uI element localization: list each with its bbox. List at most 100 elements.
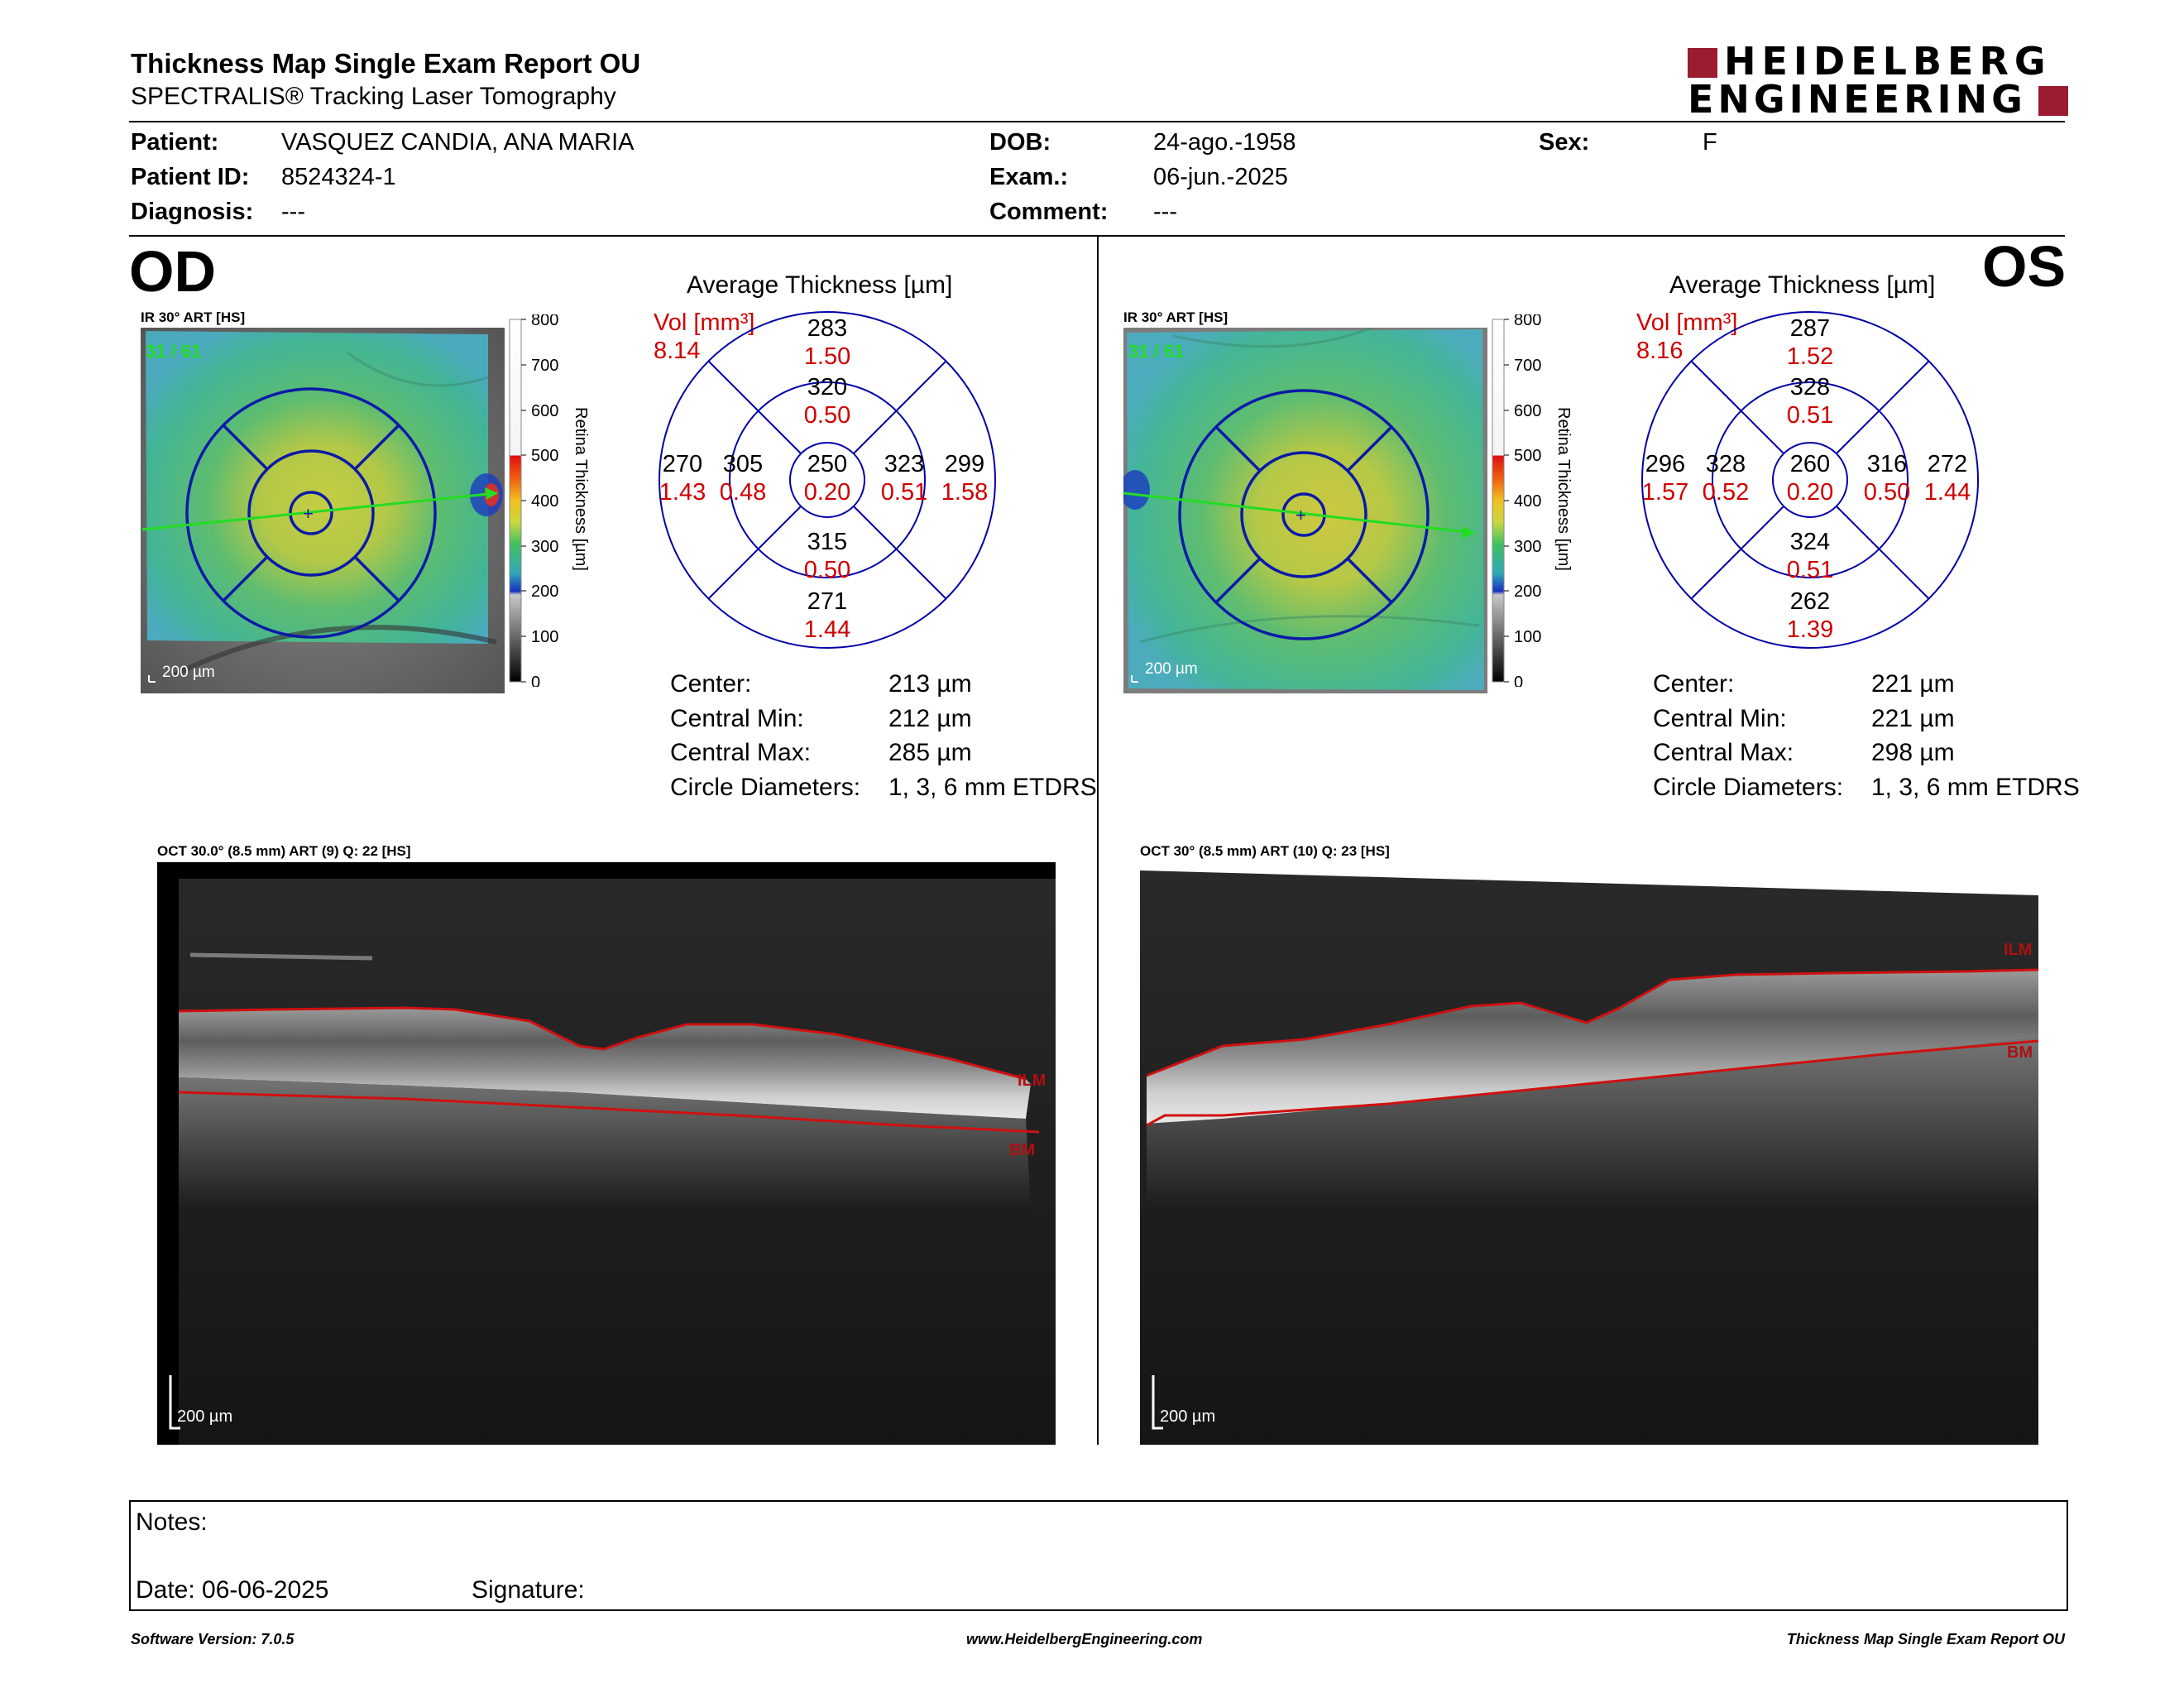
signature-label: Signature:: [472, 1576, 585, 1604]
os-oct-scan[interactable]: ILM BM 200 µm: [1140, 862, 2039, 1445]
patient-id: 8524324-1: [281, 164, 396, 190]
od-inner-sup-thickness: 320: [807, 374, 847, 400]
os-outer-sup-volume: 1.52: [1787, 343, 1833, 370]
od-stat-max-value: 285 µm: [888, 739, 972, 766]
scale-tick-500: 500: [531, 447, 558, 465]
od-outer-right-thickness: 299: [945, 451, 984, 477]
od-vol-value: 8.14: [654, 338, 701, 364]
os-oct-title: OCT 30° (8.5 mm) ART (10) Q: 23 [HS]: [1140, 843, 1390, 859]
scale-tick-0: 0: [531, 674, 540, 687]
os-outer-inf-volume: 1.39: [1787, 616, 1833, 643]
os-inner-inf-thickness: 324: [1790, 529, 1830, 555]
scale-tick-700: 700: [531, 357, 558, 375]
os-inner-right-volume: 0.50: [1864, 479, 1910, 506]
scale-tick-800: 800: [531, 314, 558, 329]
os-inner-left-thickness: 328: [1706, 451, 1746, 477]
os-fundus-title: IR 30° ART [HS]: [1123, 309, 1228, 325]
os-inner-right-thickness: 316: [1867, 451, 1907, 477]
report-title: Thickness Map Single Exam Report OU: [131, 48, 641, 79]
scale-tick-400: 400: [531, 492, 558, 511]
diagnosis-label: Diagnosis:: [131, 199, 254, 225]
od-frame-counter: 31 / 61: [146, 341, 201, 362]
os-inner-sup-volume: 0.51: [1787, 402, 1833, 429]
footer-report-name: Thickness Map Single Exam Report OU: [1786, 1631, 2065, 1647]
website-link[interactable]: www.HeidelbergEngineering.com: [966, 1631, 1203, 1647]
od-eye-label: OD: [129, 239, 216, 304]
od-inner-inf-thickness: 315: [807, 529, 847, 555]
od-fundus-title: IR 30° ART [HS]: [141, 309, 246, 325]
dob-value: 24-ago.-1958: [1153, 129, 1296, 156]
os-outer-right-thickness: 272: [1928, 451, 1967, 477]
od-outer-right-volume: 1.58: [941, 479, 988, 506]
os-stat-max-value: 298 µm: [1871, 739, 1955, 766]
scale-tick-100: 100: [531, 628, 558, 646]
od-outer-inf-thickness: 271: [807, 588, 847, 615]
od-avg-title: Average Thickness [µm]: [687, 271, 953, 299]
notes-label: Notes:: [136, 1508, 208, 1536]
os-stat-max-label: Central Max:: [1653, 739, 1794, 766]
od-inner-left-thickness: 305: [723, 451, 763, 477]
os-stat-min-label: Central Min:: [1653, 705, 1787, 732]
os-bm-label: BM: [2007, 1043, 2033, 1062]
scale-tick-600: 600: [531, 402, 558, 420]
od-oct-scan[interactable]: ILM BM 200 µm: [157, 862, 1056, 1445]
od-center-thickness: 250: [807, 451, 847, 477]
od-center-volume: 0.20: [804, 479, 850, 506]
comment-value: ---: [1153, 199, 1177, 225]
od-stat-min-value: 212 µm: [888, 705, 972, 732]
scale-tick-200: 200: [531, 583, 558, 601]
od-outer-sup-volume: 1.50: [804, 343, 850, 370]
os-stat-center-label: Center:: [1653, 670, 1735, 698]
od-bm-label: BM: [1009, 1141, 1035, 1159]
sex-value: F: [1703, 129, 1717, 156]
sex-label: Sex:: [1539, 129, 1590, 156]
comment-label: Comment:: [989, 199, 1109, 225]
dob-label: DOB:: [989, 129, 1051, 156]
patient-label: Patient:: [131, 129, 219, 156]
patient-id-label: Patient ID:: [131, 164, 250, 190]
os-stat-diam-value: 1, 3, 6 mm ETDRS: [1871, 774, 2080, 801]
notes-box[interactable]: Notes: Date: 06-06-2025 Signature:: [129, 1500, 2068, 1611]
scale-tick-300: 300: [1514, 538, 1541, 556]
header-rule: [129, 121, 2065, 122]
os-fundus-image[interactable]: + 31 / 61 200 µm: [1120, 326, 1487, 693]
os-outer-right-volume: 1.44: [1924, 479, 1971, 506]
os-etdrs-chart: 287 1.52 328 0.51 260 0.20 296 1.57 328 …: [1636, 306, 1984, 654]
od-inner-sup-volume: 0.50: [804, 402, 850, 429]
scale-tick-0: 0: [1514, 674, 1523, 687]
os-center-thickness: 260: [1790, 451, 1830, 477]
od-vol-label: Vol [mm³]: [654, 309, 755, 336]
logo-square-icon: [1688, 48, 1717, 78]
os-outer-left-thickness: 296: [1645, 451, 1685, 477]
heidelberg-logo: HEIDELBERG ENGINEERING: [1688, 40, 2068, 121]
od-stat-diam-value: 1, 3, 6 mm ETDRS: [888, 774, 1097, 801]
od-inner-right-thickness: 323: [884, 451, 924, 477]
scale-tick-300: 300: [531, 538, 558, 556]
os-center-volume: 0.20: [1787, 479, 1833, 506]
patient-rule: [129, 235, 2065, 237]
os-inner-sup-thickness: 328: [1790, 374, 1830, 400]
exam-label: Exam.:: [989, 164, 1069, 190]
svg-text:+: +: [1296, 505, 1306, 525]
os-inner-inf-volume: 0.51: [1787, 557, 1833, 583]
od-inner-left-volume: 0.48: [720, 479, 766, 506]
scale-tick-400: 400: [1514, 492, 1541, 511]
os-ilm-label: ILM: [2004, 941, 2032, 959]
os-eye-label: OS: [1982, 234, 2067, 299]
od-ilm-label: ILM: [1018, 1072, 1046, 1090]
od-stat-max-label: Central Max:: [670, 739, 812, 766]
patient-name: VASQUEZ CANDIA, ANA MARIA: [281, 129, 635, 156]
os-vol-value: 8.16: [1636, 338, 1684, 364]
od-scale-label: Retina Thickness [µm]: [572, 407, 590, 571]
od-outer-left-volume: 1.43: [659, 479, 706, 506]
os-thickness-scale: 800 700 600 500 400 300 200 100 0 Retina…: [1489, 311, 1580, 692]
logo-line2: ENGINEERING: [1688, 77, 2027, 122]
od-fundus-image[interactable]: + 31 / 61 200 µm: [141, 328, 505, 693]
od-fundus-scalebar: 200 µm: [162, 664, 215, 681]
od-stat-diam-label: Circle Diameters:: [670, 774, 861, 801]
svg-text:+: +: [303, 503, 314, 524]
os-outer-sup-thickness: 287: [1790, 315, 1830, 342]
od-stat-center-value: 213 µm: [888, 670, 972, 698]
date-label: Date: 06-06-2025: [136, 1576, 329, 1604]
logo-square2-icon: [2038, 86, 2068, 116]
